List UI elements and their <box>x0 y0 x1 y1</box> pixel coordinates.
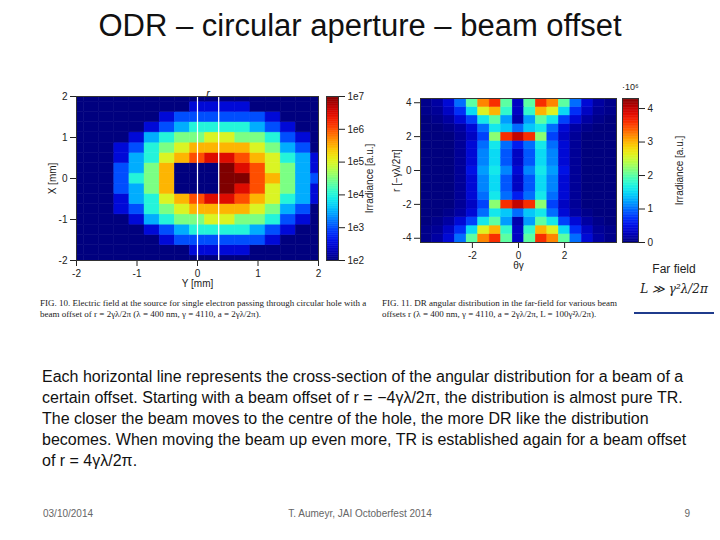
svg-text:Irradiance [a.u.]: Irradiance [a.u.] <box>674 136 685 206</box>
html-text:Each horizontal line represent: Each horizontal line represents the cros… <box>42 368 687 469</box>
svg-text:-2: -2 <box>468 250 477 261</box>
svg-text:0: 0 <box>62 173 68 184</box>
svg-text:-1: -1 <box>59 214 68 225</box>
svg-text:-4: -4 <box>403 232 412 243</box>
svg-text:θγ: θγ <box>513 260 524 271</box>
svg-text:2: 2 <box>406 131 412 142</box>
svg-text:-1: -1 <box>133 268 142 279</box>
html-text:9: 9 <box>684 508 690 519</box>
svg-text:-2: -2 <box>403 199 412 210</box>
html-text:·10⁶: ·10⁶ <box>622 82 639 92</box>
html-text:T. Aumeyr, JAI Octoberfest 201: T. Aumeyr, JAI Octoberfest 2014 <box>288 508 432 519</box>
svg-text:0: 0 <box>648 237 654 248</box>
svg-text:1e5: 1e5 <box>348 156 365 167</box>
svg-text:r: r <box>206 87 211 99</box>
svg-text:X [mm]: X [mm] <box>47 162 58 194</box>
svg-text:1e7: 1e7 <box>348 91 365 102</box>
html-text:L ≫ γ²λ/2π: L ≫ γ²λ/2π <box>640 282 708 296</box>
svg-text:1e4: 1e4 <box>348 189 365 200</box>
svg-text:4: 4 <box>406 97 412 108</box>
svg-text:1: 1 <box>648 203 654 214</box>
svg-text:1: 1 <box>255 268 261 279</box>
html-text:Far field: Far field <box>652 262 696 276</box>
svg-text:4: 4 <box>648 103 654 114</box>
svg-text:0: 0 <box>406 165 412 176</box>
html-text:FIG. 10. Electric field at the: FIG. 10. Electric field at the source fo… <box>40 298 367 319</box>
svg-text:2: 2 <box>562 250 568 261</box>
svg-text:1e2: 1e2 <box>348 255 365 266</box>
svg-text:2: 2 <box>62 91 68 102</box>
svg-text:1: 1 <box>62 132 68 143</box>
svg-text:Irradiance [a.u.]: Irradiance [a.u.] <box>364 144 375 214</box>
svg-text:Y [mm]: Y [mm] <box>182 278 214 289</box>
svg-text:3: 3 <box>648 136 654 147</box>
svg-text:2: 2 <box>648 170 654 181</box>
html-text:FIG. 11. DR angular distributi: FIG. 11. DR angular distribution in the … <box>382 298 617 319</box>
html-text:ODR – circular aperture – beam: ODR – circular aperture – beam offset <box>98 8 622 43</box>
svg-text:0: 0 <box>515 249 522 261</box>
html-text:03/10/2014: 03/10/2014 <box>43 508 94 519</box>
svg-text:r [−γλ/2π]: r [−γλ/2π] <box>391 149 402 192</box>
svg-text:-2: -2 <box>59 255 68 266</box>
svg-text:1e3: 1e3 <box>348 222 365 233</box>
svg-text:0: 0 <box>194 267 201 279</box>
svg-text:-2: -2 <box>72 268 81 279</box>
svg-text:2: 2 <box>316 268 322 279</box>
svg-text:1e6: 1e6 <box>348 124 365 135</box>
